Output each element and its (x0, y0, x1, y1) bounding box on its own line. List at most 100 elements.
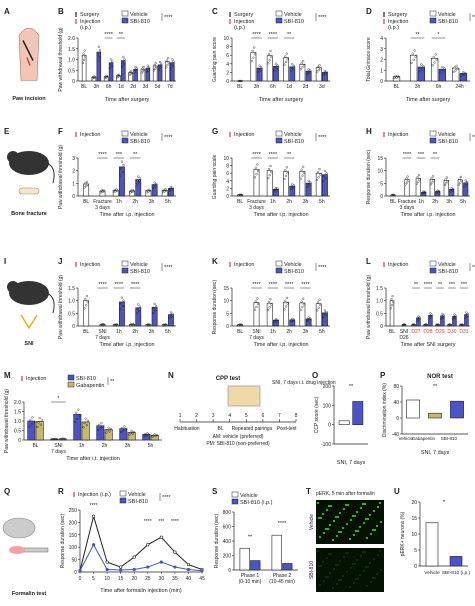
data-point (453, 66, 456, 69)
x-tick-label: 1h (79, 443, 85, 449)
perk-signal (350, 567, 352, 569)
data-point (319, 173, 322, 176)
data-point (61, 437, 64, 440)
data-point (442, 314, 445, 317)
y-tick-label: 1.5 (68, 47, 75, 53)
bar-drug (250, 560, 261, 571)
perk-signal (376, 505, 380, 509)
data-point (436, 323, 439, 327)
y-tick-label: 1.5 (68, 286, 75, 292)
perk-signal (379, 550, 381, 552)
significance-mark: **** (285, 282, 294, 288)
data-point (325, 70, 328, 73)
data-point (290, 66, 293, 69)
x-tick-label: SNI (400, 329, 408, 335)
y-tick-label: 1.0 (68, 58, 75, 64)
y-tick-label: 0 (226, 79, 229, 85)
x-tick-label: 3d (319, 84, 325, 90)
data-point (138, 305, 141, 308)
legend-swatch-vehicle (429, 10, 437, 17)
data-point (407, 179, 410, 182)
data-point (300, 168, 303, 171)
data-point (154, 185, 157, 188)
bar-vehicle (83, 300, 90, 327)
data-point (459, 181, 462, 184)
data-point (160, 62, 163, 66)
data-point (431, 64, 434, 67)
perk-signal (366, 517, 370, 521)
x-tick-label: BL (237, 84, 243, 90)
data-point (442, 70, 445, 73)
data-point (445, 176, 449, 179)
perk-signal (345, 552, 347, 554)
data-point (452, 315, 455, 319)
y-axis-label: CCP score (sec) (314, 396, 320, 433)
legend-vehicle: Vehicle (284, 132, 302, 138)
perk-signal (356, 529, 360, 533)
perk-signal (359, 506, 363, 510)
data-point (267, 308, 270, 312)
data-point (155, 182, 158, 186)
y-tick-label: 80 (393, 384, 399, 390)
data-point (285, 166, 288, 169)
data-point (170, 62, 173, 65)
panel-title: NOR test (427, 374, 453, 380)
x-tick-label: 2h (286, 329, 292, 335)
x-tick-label: 2d (130, 84, 136, 90)
panel-N: N CPP test SNI, 7 days i.t. drug injection… (168, 371, 336, 447)
data-point (300, 62, 303, 65)
panel-label: N (168, 371, 174, 380)
data-point (276, 187, 279, 190)
timeline-phase: BL (218, 426, 224, 432)
y-tick-label: 0 (74, 570, 77, 576)
data-point (171, 312, 174, 316)
data-point (109, 58, 113, 61)
data-point (256, 302, 260, 306)
data-point (302, 64, 306, 67)
data-point (153, 302, 156, 305)
y-axis-label: Response duration (sec) (366, 149, 372, 204)
data-point (435, 58, 438, 61)
legend-injection: Injection (80, 19, 101, 25)
bar-vehicle (239, 547, 250, 571)
legend-injection: Injection (234, 262, 255, 268)
x-tick-label: 1h (270, 199, 276, 205)
data-point (458, 177, 461, 180)
timeline-tick-label: 5 (245, 413, 248, 419)
data-point (462, 71, 465, 74)
bar-vehicle (315, 172, 322, 197)
legend-injection: Injection (80, 132, 101, 138)
data-point (317, 176, 320, 179)
y-tick-label: -40 (392, 432, 399, 438)
x-tick-label: 6h (270, 84, 276, 90)
data-point (424, 323, 427, 327)
timeline-tick-label: 2 (195, 413, 198, 419)
data-point (391, 295, 394, 298)
x-tick-label: 3h (446, 199, 452, 205)
legend-swatch-vehicle (121, 260, 129, 267)
y-tick-label: 10 (223, 156, 229, 162)
data-point (402, 323, 406, 327)
data-point (145, 434, 148, 437)
data-point (318, 298, 321, 301)
y-tick-label: 8 (226, 164, 229, 170)
x-axis-label: Time after i.p. injection (253, 342, 308, 348)
data-point (63, 437, 66, 440)
micrograph-title: pERK, 5 min after formalin (316, 491, 375, 497)
data-point (299, 68, 302, 71)
data-point (422, 65, 425, 68)
y-tick-label: 1.5 (14, 410, 21, 416)
data-point (325, 172, 328, 175)
bar-vehicle (429, 178, 435, 197)
x-axis-label: Time after SNI surgery (400, 342, 455, 348)
data-point (302, 171, 306, 174)
data-point (170, 315, 173, 318)
overall-significance: **** (318, 135, 327, 141)
perk-signal (332, 587, 334, 589)
perk-signal (326, 557, 328, 559)
data-point (140, 71, 143, 74)
significance-mark: *** (418, 152, 425, 158)
point-drug (146, 565, 150, 569)
legend-swatch-vehicle (429, 130, 437, 137)
